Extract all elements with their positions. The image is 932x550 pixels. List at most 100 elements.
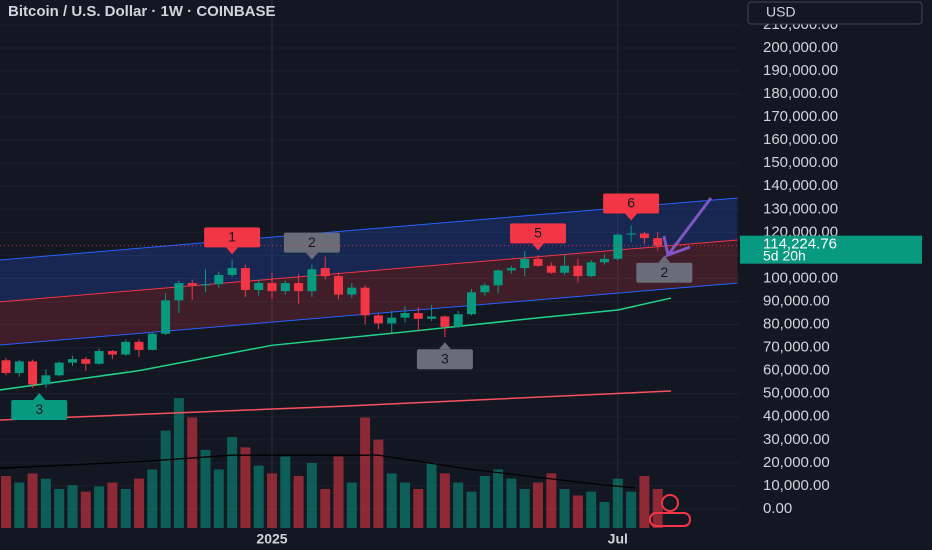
volume-bar: [506, 478, 517, 528]
candle-body: [347, 287, 357, 295]
y-tick-label: 50,000.00: [763, 385, 830, 402]
volume-ma: [0, 454, 636, 489]
candle-body: [41, 375, 51, 385]
volume-bar: [386, 473, 397, 528]
annotation-pointer: [658, 255, 671, 263]
currency[interactable]: USD: [766, 4, 796, 20]
y-tick-label: 160,000.00: [763, 131, 838, 148]
y-tick-label: 170,000.00: [763, 108, 838, 125]
candle-body: [161, 300, 171, 334]
annotation-label: 5: [534, 225, 542, 241]
volume-bar: [453, 482, 464, 528]
y-tick-label: 200,000.00: [763, 39, 838, 56]
chart-title: Bitcoin / U.S. Dollar · 1W · COINBASE: [8, 3, 276, 20]
candle-body: [387, 317, 397, 324]
volume-bar: [293, 476, 304, 528]
y-tick-label: 70,000.00: [763, 339, 830, 356]
candle-body: [121, 341, 131, 355]
annotation-box: [636, 262, 693, 283]
candle-body: [586, 262, 596, 277]
candle-body: [626, 233, 636, 235]
volume-bar: [213, 469, 224, 528]
volume-bar: [120, 489, 131, 528]
volume-bar: [267, 473, 277, 528]
volume-bar: [572, 495, 583, 528]
candle-body: [493, 270, 503, 286]
volume-bar: [1, 476, 11, 528]
volume-bar: [546, 473, 557, 528]
candle-body: [573, 265, 583, 277]
candle-body: [520, 258, 530, 269]
candle-body: [320, 268, 330, 277]
volume-bar: [160, 430, 171, 528]
currency-box[interactable]: [747, 1, 923, 25]
countdown: 5d 20h: [763, 247, 806, 263]
volume-bar: [612, 478, 623, 528]
candle-body: [613, 234, 623, 259]
candle-body: [134, 341, 144, 350]
candle-body: [480, 285, 490, 293]
volume-bar: [360, 417, 371, 528]
volume-bar: [413, 489, 424, 528]
moving-average: [0, 390, 672, 421]
y-tick-label: 20,000.00: [763, 454, 830, 471]
y-tick-label: 0.00: [763, 500, 792, 517]
candle-body: [147, 333, 157, 350]
candle-body: [68, 359, 77, 363]
annotation-pointer: [226, 247, 239, 255]
volume-bar: [134, 478, 144, 528]
volume-bar: [626, 491, 637, 528]
y-tick-label: 130,000.00: [763, 200, 838, 217]
y-tick-label: 140,000.00: [763, 177, 838, 194]
candle-body: [107, 351, 117, 355]
y-tick-label: 90,000.00: [763, 292, 830, 309]
annotation-pointer: [532, 243, 544, 251]
annotation-label: 3: [35, 401, 43, 417]
volume-bar: [559, 489, 570, 528]
volume-bar: [533, 482, 543, 528]
annotation-label: 2: [660, 264, 668, 280]
volume-bar: [14, 482, 25, 528]
annotation-box: [416, 349, 473, 370]
y-tick-label: 80,000.00: [763, 316, 830, 333]
candle-body: [600, 258, 609, 263]
volume-bar: [80, 491, 91, 528]
volume-bar: [147, 469, 158, 528]
volume-bar: [400, 482, 410, 528]
annotation-box: [603, 193, 660, 214]
plot-area: 3 1 2 3 5 6 2: [0, 0, 740, 530]
annotation-box: [204, 227, 261, 248]
volume-bar: [187, 417, 198, 528]
candle-body: [639, 233, 649, 239]
candle-body: [533, 258, 543, 266]
volume-bar: [27, 473, 38, 528]
y-tick-label: 190,000.00: [763, 62, 838, 79]
candle-body: [94, 351, 104, 364]
candle-body: [240, 268, 250, 290]
y-tick-label: 30,000.00: [763, 431, 830, 448]
annotation-pointer: [625, 213, 638, 221]
annotation-box: [510, 223, 566, 244]
candle-body: [440, 316, 450, 327]
volume-bar: [479, 476, 490, 528]
annotation-label: 1: [228, 229, 236, 245]
volume-bar: [466, 491, 477, 528]
y-tick-label: 180,000.00: [763, 85, 838, 102]
candle-body: [546, 265, 556, 273]
candle-body: [280, 283, 290, 292]
candle-body: [214, 275, 224, 285]
volume-bar: [67, 485, 78, 528]
annotation-label: 3: [441, 350, 449, 366]
annotation-label: 6: [627, 195, 635, 211]
volume-bar: [373, 439, 384, 528]
candle-body: [1, 360, 11, 373]
candle-body: [28, 361, 38, 385]
indicator-icon: [661, 494, 679, 512]
candle-body: [14, 361, 24, 373]
y-tick-label: 10,000.00: [763, 477, 830, 494]
y-tick-label: 150,000.00: [763, 154, 838, 171]
volume-bar: [200, 450, 211, 528]
candle-body: [307, 269, 317, 292]
